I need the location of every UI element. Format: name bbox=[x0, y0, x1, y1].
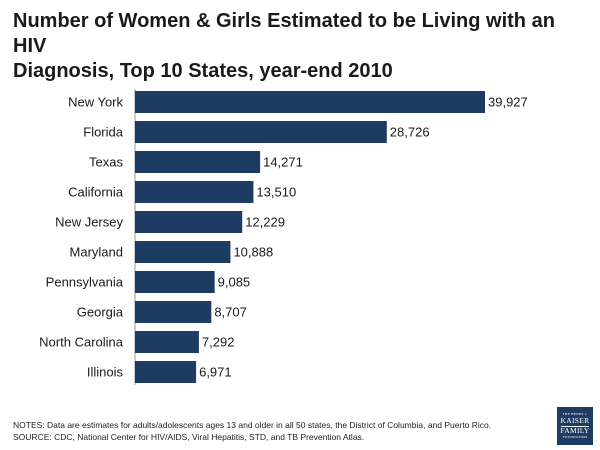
category-label: Georgia bbox=[77, 305, 124, 320]
value-label: 12,229 bbox=[245, 215, 285, 230]
value-label: 9,085 bbox=[218, 275, 251, 290]
notes-text: NOTES: Data are estimates for adults/ado… bbox=[13, 420, 492, 430]
category-label: Texas bbox=[89, 155, 123, 170]
value-label: 6,971 bbox=[199, 365, 232, 380]
bar-new-jersey bbox=[135, 211, 243, 233]
logo-line3: FAMILY bbox=[560, 426, 590, 436]
source-text: SOURCE: CDC, National Center for HIV/AID… bbox=[13, 432, 365, 442]
value-label: 14,271 bbox=[263, 155, 303, 170]
bar-maryland bbox=[135, 241, 231, 263]
chart-title: Number of Women & Girls Estimated to be … bbox=[13, 9, 588, 84]
footnotes: NOTES: Data are estimates for adults/ado… bbox=[13, 419, 563, 443]
bar-chart: New York 39,927 Florida 28,726 Texas 14,271 Ca… bbox=[39, 89, 528, 385]
bar-pennsylvania bbox=[135, 271, 215, 293]
category-label: North Carolina bbox=[39, 335, 124, 350]
bar-texas bbox=[135, 151, 261, 173]
value-label: 13,510 bbox=[256, 185, 296, 200]
logo-rule bbox=[561, 425, 589, 427]
chart-title-line2: Diagnosis, Top 10 States, year-end 2010 bbox=[13, 60, 393, 82]
value-label: 28,726 bbox=[390, 125, 430, 140]
value-label: 7,292 bbox=[202, 335, 235, 350]
category-label: Maryland bbox=[70, 245, 123, 260]
category-label: New Jersey bbox=[55, 215, 123, 230]
category-label: New York bbox=[68, 95, 123, 110]
bar-california bbox=[135, 181, 254, 203]
kff-logo: THE HENRY J. KAISER FAMILY FOUNDATION bbox=[557, 407, 593, 445]
chart-title-line1: Number of Women & Girls Estimated to be … bbox=[13, 10, 555, 57]
category-label: Pennsylvania bbox=[46, 275, 124, 290]
category-label: California bbox=[68, 185, 124, 200]
logo-line1: THE HENRY J. bbox=[562, 411, 588, 416]
logo-line4: FOUNDATION bbox=[562, 435, 588, 440]
value-label: 39,927 bbox=[488, 95, 528, 110]
bar-georgia bbox=[135, 301, 212, 323]
value-label: 10,888 bbox=[233, 245, 273, 260]
bar-illinois bbox=[135, 361, 197, 383]
bar-new-york bbox=[135, 91, 485, 113]
bar-florida bbox=[135, 121, 387, 143]
bar-north-carolina bbox=[135, 331, 199, 353]
logo-line2: KAISER bbox=[560, 415, 590, 425]
category-label: Illinois bbox=[87, 365, 124, 380]
value-label: 8,707 bbox=[214, 305, 247, 320]
category-label: Florida bbox=[83, 125, 124, 140]
